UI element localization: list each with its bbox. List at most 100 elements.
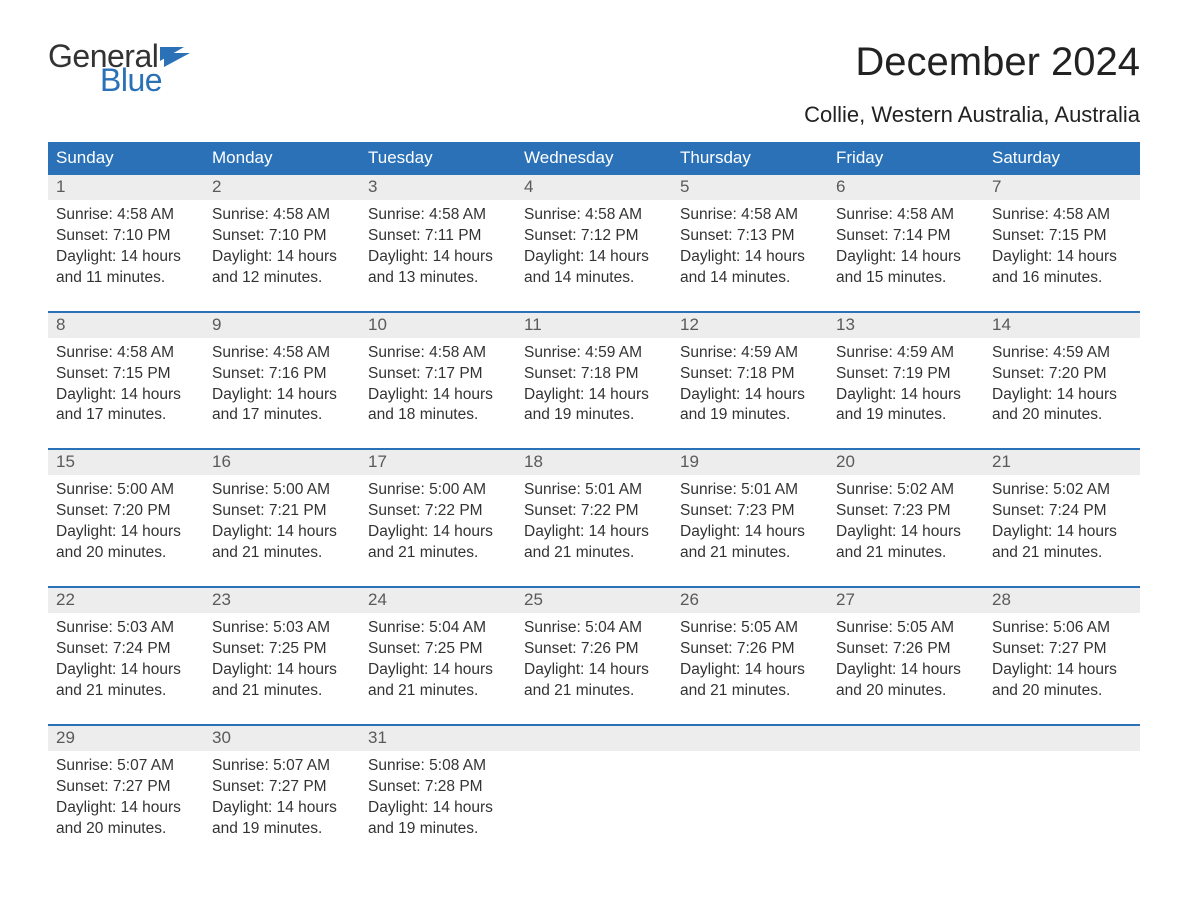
calendar-cell: 26Sunrise: 5:05 AMSunset: 7:26 PMDayligh… bbox=[672, 588, 828, 708]
sunrise-text: Sunrise: 5:03 AM bbox=[212, 618, 352, 639]
day-number: 11 bbox=[516, 313, 672, 338]
sunrise-text: Sunrise: 5:05 AM bbox=[836, 618, 976, 639]
cell-body: Sunrise: 5:00 AMSunset: 7:20 PMDaylight:… bbox=[48, 475, 204, 564]
day-number bbox=[828, 726, 984, 751]
calendar-cell: 23Sunrise: 5:03 AMSunset: 7:25 PMDayligh… bbox=[204, 588, 360, 708]
sunrise-text: Sunrise: 5:03 AM bbox=[56, 618, 196, 639]
cell-body: Sunrise: 5:07 AMSunset: 7:27 PMDaylight:… bbox=[48, 751, 204, 840]
daylight-line2: and 21 minutes. bbox=[212, 681, 352, 702]
calendar-cell: 14Sunrise: 4:59 AMSunset: 7:20 PMDayligh… bbox=[984, 313, 1140, 433]
cell-body: Sunrise: 4:58 AMSunset: 7:17 PMDaylight:… bbox=[360, 338, 516, 427]
sunset-text: Sunset: 7:25 PM bbox=[368, 639, 508, 660]
sunset-text: Sunset: 7:14 PM bbox=[836, 226, 976, 247]
daylight-line2: and 20 minutes. bbox=[836, 681, 976, 702]
day-number bbox=[984, 726, 1140, 751]
day-header-wed: Wednesday bbox=[516, 142, 672, 175]
cell-body: Sunrise: 4:58 AMSunset: 7:16 PMDaylight:… bbox=[204, 338, 360, 427]
calendar-cell: 28Sunrise: 5:06 AMSunset: 7:27 PMDayligh… bbox=[984, 588, 1140, 708]
cell-body: Sunrise: 4:59 AMSunset: 7:19 PMDaylight:… bbox=[828, 338, 984, 427]
daylight-line1: Daylight: 14 hours bbox=[524, 385, 664, 406]
daylight-line1: Daylight: 14 hours bbox=[836, 247, 976, 268]
sunset-text: Sunset: 7:26 PM bbox=[836, 639, 976, 660]
calendar-cell: 18Sunrise: 5:01 AMSunset: 7:22 PMDayligh… bbox=[516, 450, 672, 570]
calendar-week: 1Sunrise: 4:58 AMSunset: 7:10 PMDaylight… bbox=[48, 175, 1140, 295]
sunrise-text: Sunrise: 5:05 AM bbox=[680, 618, 820, 639]
cell-body: Sunrise: 5:03 AMSunset: 7:25 PMDaylight:… bbox=[204, 613, 360, 702]
cell-body: Sunrise: 5:02 AMSunset: 7:23 PMDaylight:… bbox=[828, 475, 984, 564]
day-number: 31 bbox=[360, 726, 516, 751]
calendar-cell: 22Sunrise: 5:03 AMSunset: 7:24 PMDayligh… bbox=[48, 588, 204, 708]
sunrise-text: Sunrise: 4:58 AM bbox=[212, 205, 352, 226]
day-number: 24 bbox=[360, 588, 516, 613]
day-number: 3 bbox=[360, 175, 516, 200]
daylight-line1: Daylight: 14 hours bbox=[524, 522, 664, 543]
day-number: 9 bbox=[204, 313, 360, 338]
daylight-line2: and 19 minutes. bbox=[368, 819, 508, 840]
sunrise-text: Sunrise: 4:58 AM bbox=[680, 205, 820, 226]
daylight-line1: Daylight: 14 hours bbox=[836, 522, 976, 543]
calendar-week: 8Sunrise: 4:58 AMSunset: 7:15 PMDaylight… bbox=[48, 311, 1140, 433]
calendar-week: 15Sunrise: 5:00 AMSunset: 7:20 PMDayligh… bbox=[48, 448, 1140, 570]
daylight-line1: Daylight: 14 hours bbox=[56, 522, 196, 543]
cell-body: Sunrise: 4:59 AMSunset: 7:18 PMDaylight:… bbox=[516, 338, 672, 427]
daylight-line1: Daylight: 14 hours bbox=[212, 798, 352, 819]
calendar-days-header: Sunday Monday Tuesday Wednesday Thursday… bbox=[48, 142, 1140, 175]
daylight-line2: and 20 minutes. bbox=[992, 405, 1132, 426]
daylight-line1: Daylight: 14 hours bbox=[524, 660, 664, 681]
calendar-cell: 20Sunrise: 5:02 AMSunset: 7:23 PMDayligh… bbox=[828, 450, 984, 570]
brand-logo: General Blue bbox=[48, 40, 190, 96]
cell-body: Sunrise: 4:58 AMSunset: 7:15 PMDaylight:… bbox=[48, 338, 204, 427]
cell-body: Sunrise: 5:04 AMSunset: 7:25 PMDaylight:… bbox=[360, 613, 516, 702]
day-number: 18 bbox=[516, 450, 672, 475]
sunset-text: Sunset: 7:22 PM bbox=[524, 501, 664, 522]
day-header-fri: Friday bbox=[828, 142, 984, 175]
calendar-cell: 24Sunrise: 5:04 AMSunset: 7:25 PMDayligh… bbox=[360, 588, 516, 708]
sunrise-text: Sunrise: 5:00 AM bbox=[368, 480, 508, 501]
day-number: 5 bbox=[672, 175, 828, 200]
day-number bbox=[672, 726, 828, 751]
page-subtitle: Collie, Western Australia, Australia bbox=[48, 102, 1140, 128]
sunrise-text: Sunrise: 4:58 AM bbox=[212, 343, 352, 364]
daylight-line2: and 21 minutes. bbox=[368, 681, 508, 702]
daylight-line2: and 17 minutes. bbox=[56, 405, 196, 426]
sunrise-text: Sunrise: 4:58 AM bbox=[992, 205, 1132, 226]
day-number: 16 bbox=[204, 450, 360, 475]
daylight-line2: and 20 minutes. bbox=[56, 819, 196, 840]
daylight-line2: and 21 minutes. bbox=[680, 543, 820, 564]
sunrise-text: Sunrise: 4:58 AM bbox=[524, 205, 664, 226]
day-number: 1 bbox=[48, 175, 204, 200]
day-number: 15 bbox=[48, 450, 204, 475]
weeks-container: 1Sunrise: 4:58 AMSunset: 7:10 PMDaylight… bbox=[48, 175, 1140, 845]
calendar-cell: 17Sunrise: 5:00 AMSunset: 7:22 PMDayligh… bbox=[360, 450, 516, 570]
calendar-cell: 7Sunrise: 4:58 AMSunset: 7:15 PMDaylight… bbox=[984, 175, 1140, 295]
daylight-line2: and 19 minutes. bbox=[680, 405, 820, 426]
sunrise-text: Sunrise: 5:04 AM bbox=[524, 618, 664, 639]
daylight-line2: and 14 minutes. bbox=[524, 268, 664, 289]
sunrise-text: Sunrise: 5:04 AM bbox=[368, 618, 508, 639]
sunrise-text: Sunrise: 5:00 AM bbox=[56, 480, 196, 501]
daylight-line1: Daylight: 14 hours bbox=[56, 660, 196, 681]
sunrise-text: Sunrise: 5:06 AM bbox=[992, 618, 1132, 639]
cell-body: Sunrise: 5:01 AMSunset: 7:23 PMDaylight:… bbox=[672, 475, 828, 564]
day-number: 20 bbox=[828, 450, 984, 475]
cell-body: Sunrise: 4:58 AMSunset: 7:10 PMDaylight:… bbox=[48, 200, 204, 289]
calendar-cell: 8Sunrise: 4:58 AMSunset: 7:15 PMDaylight… bbox=[48, 313, 204, 433]
cell-body: Sunrise: 5:00 AMSunset: 7:22 PMDaylight:… bbox=[360, 475, 516, 564]
daylight-line1: Daylight: 14 hours bbox=[212, 660, 352, 681]
daylight-line2: and 17 minutes. bbox=[212, 405, 352, 426]
sunrise-text: Sunrise: 4:58 AM bbox=[368, 205, 508, 226]
cell-body: Sunrise: 5:03 AMSunset: 7:24 PMDaylight:… bbox=[48, 613, 204, 702]
calendar-cell: 15Sunrise: 5:00 AMSunset: 7:20 PMDayligh… bbox=[48, 450, 204, 570]
calendar-cell: 21Sunrise: 5:02 AMSunset: 7:24 PMDayligh… bbox=[984, 450, 1140, 570]
sunset-text: Sunset: 7:27 PM bbox=[56, 777, 196, 798]
sunset-text: Sunset: 7:16 PM bbox=[212, 364, 352, 385]
sunrise-text: Sunrise: 4:59 AM bbox=[836, 343, 976, 364]
calendar-cell-empty bbox=[672, 726, 828, 846]
sunset-text: Sunset: 7:12 PM bbox=[524, 226, 664, 247]
daylight-line2: and 19 minutes. bbox=[836, 405, 976, 426]
cell-body: Sunrise: 4:58 AMSunset: 7:13 PMDaylight:… bbox=[672, 200, 828, 289]
day-header-sat: Saturday bbox=[984, 142, 1140, 175]
daylight-line1: Daylight: 14 hours bbox=[368, 798, 508, 819]
calendar-cell: 25Sunrise: 5:04 AMSunset: 7:26 PMDayligh… bbox=[516, 588, 672, 708]
sunset-text: Sunset: 7:20 PM bbox=[992, 364, 1132, 385]
